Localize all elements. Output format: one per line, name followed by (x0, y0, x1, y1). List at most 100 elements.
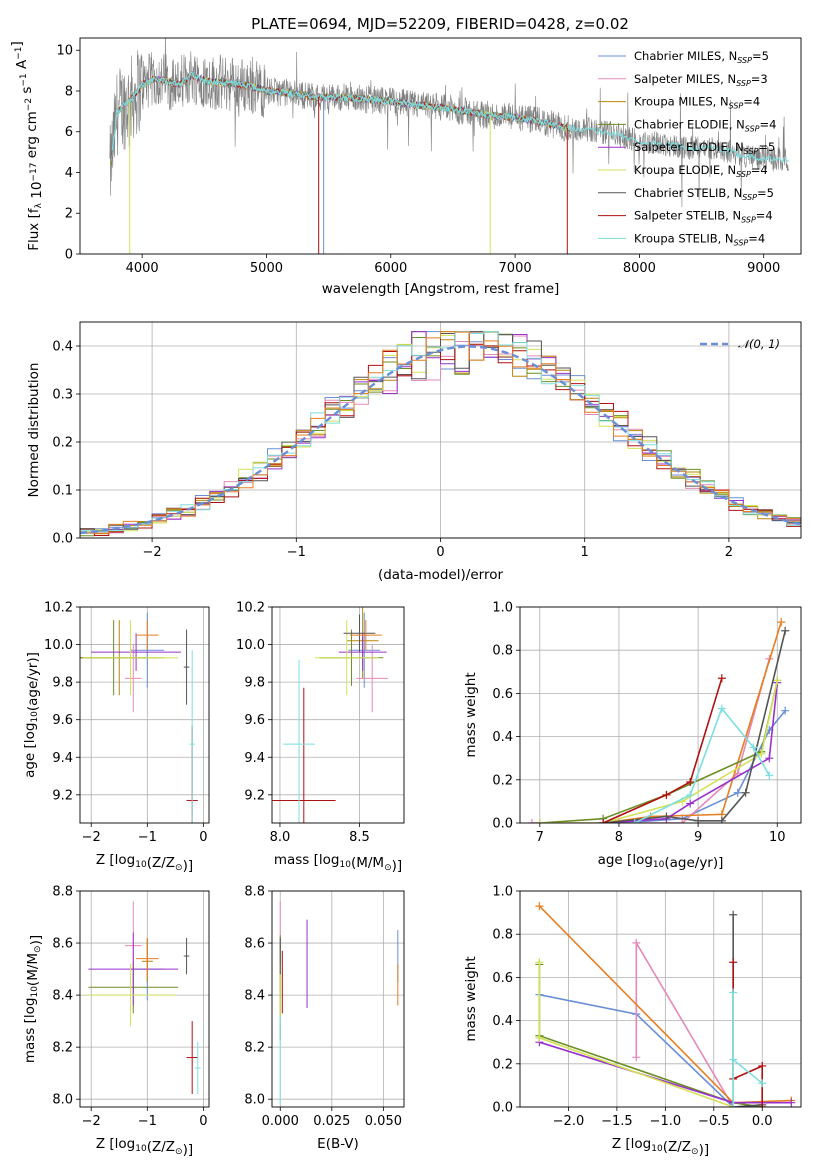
weight-marker (535, 958, 544, 967)
legend-sub: SSP (742, 193, 757, 202)
tick-label-x: −1 (138, 1114, 157, 1129)
legend-sub: SSP (745, 124, 760, 133)
tick-label-y: 0.1 (52, 484, 73, 499)
plot-layer: 4000 5000 6000 7000 8000 90000246810wavelengt… (9, 37, 802, 1158)
tick-label-y: 9.2 (244, 788, 265, 803)
weight-marker (527, 819, 536, 823)
axes-frame (79, 606, 210, 824)
legend-count: =4 (760, 117, 777, 131)
axes-frame (271, 890, 405, 1108)
data-point (283, 659, 315, 823)
weight-marker (535, 1033, 544, 1042)
tick-label-x: 1 (581, 545, 589, 560)
legend-name: Chabrier ELODIE, N (634, 117, 745, 131)
axis-label-part: Z [ (612, 1136, 631, 1152)
axis-label: Flux [fλ 10−17 erg cm−2 s−1 A−1] (9, 41, 45, 251)
legend-sub: SSP (737, 56, 752, 65)
tick-label-x: 8000 (623, 261, 656, 276)
plot-area-weight-vs-age (527, 618, 790, 823)
weight-marker (757, 749, 766, 758)
plot-area-age-vs-z (80, 612, 198, 823)
weight-series (538, 964, 763, 1107)
model-spectrum-top (111, 71, 789, 164)
weight-marker (729, 988, 738, 997)
axes-frame (271, 606, 405, 824)
tick-label-x: 0.000 (262, 1114, 299, 1129)
tick-label-x: 7 (536, 830, 544, 845)
tick-label-x: 8 (615, 830, 623, 845)
tick-label-y: 8.8 (244, 885, 265, 900)
legend-sub: SSP (741, 216, 756, 225)
weight-marker (765, 771, 774, 780)
data-point (272, 687, 336, 823)
legend-count: =4 (743, 95, 760, 109)
axes-frame (79, 37, 802, 255)
tick-label-y: 0.4 (492, 1014, 513, 1029)
tick-label-x: 5000 (250, 261, 283, 276)
legend-sub: SSP (736, 79, 751, 88)
plot-area-weight-vs-z (535, 902, 796, 1107)
axis-label-sub: ⊙ (175, 1147, 183, 1157)
axis-label-sub: 10 (30, 711, 40, 723)
weight-marker (758, 1079, 767, 1088)
tick-label-y: 0.2 (492, 1057, 513, 1072)
axis-label-part: mass [ (274, 852, 319, 868)
panel-residuals: −2 −1 0 1 2 0.0 0.1 0.2 0.3 0.4 (data-model)/error… (26, 321, 802, 583)
tick-label-x: 0 (199, 1114, 207, 1129)
axis-label-part: log (22, 723, 38, 744)
data-point (136, 937, 159, 980)
tick-label-y: 0.0 (492, 1101, 513, 1116)
panel-age-vs-mass: 8.0 8.5 9.2 9.4 9.6 9.8 10.0 10.2 mass [log10(M/… (236, 601, 405, 874)
axis-label-sub: 10 (135, 860, 147, 870)
axis-label-sub: 10 (339, 860, 351, 870)
axis-label-sub: 10 (30, 986, 40, 998)
axes-frame (79, 890, 210, 1108)
tick-label-x: −1.0 (650, 1114, 682, 1129)
axis-label-part: M (25, 953, 41, 965)
data-point (343, 614, 376, 653)
weight-marker (777, 618, 786, 627)
axis-label-sub: ⊙ (691, 1147, 699, 1157)
plot-area-mass-vs-ebv (279, 901, 399, 1105)
axis-label-part: (Z/ (663, 1139, 683, 1155)
axis-label-sub: 10 (135, 1144, 147, 1154)
tick-label-y: 8.4 (52, 989, 73, 1004)
axis-label: mass weight (463, 956, 479, 1041)
data-point (82, 620, 179, 696)
weight-marker (686, 790, 695, 799)
tick-label-y: 8.0 (52, 1093, 73, 1108)
tick-label-y: 0.8 (492, 644, 513, 659)
tick-label-y: 6 (65, 125, 73, 140)
tick-label-y: 0.4 (492, 730, 513, 745)
tick-label-y: 10.0 (44, 638, 73, 653)
axis-label-sub: λ (34, 202, 44, 208)
axis-label-part: erg cm (24, 111, 40, 162)
axis-label-part: Z (682, 1139, 691, 1155)
axis-label: mass [log10(M/M⊙)] (22, 935, 44, 1063)
weight-marker (781, 706, 790, 715)
axis-label-part: −1 (14, 47, 24, 60)
panel-mass-vs-z: −2 −1 08.08.28.48.68.8Z [log10(Z/Z⊙)]mass … (22, 885, 210, 1158)
panel-mass-vs-ebv: 0.000 0.025 0.050 8.0 8.2 8.4 8.6 8.8 E(B-V) (244, 885, 405, 1152)
weight-series (531, 658, 771, 823)
legend-sub: SSP (736, 170, 751, 179)
axis-label-part: Flux [ (26, 213, 42, 251)
tick-label-x: −0.5 (698, 1114, 730, 1129)
legend-sub: SSP (729, 102, 744, 111)
axis-label-part: Z (166, 1139, 175, 1155)
tick-label-y: 0.2 (52, 436, 73, 451)
axis-label-part: log (22, 998, 38, 1019)
tick-label-x: −1 (138, 830, 157, 845)
weight-marker (632, 938, 641, 947)
tick-label-x: 7000 (499, 261, 532, 276)
legend-count: =5 (758, 140, 775, 154)
tick-label-y: 8.8 (52, 885, 73, 900)
weight-marker (765, 754, 774, 763)
legend-count: =3 (751, 72, 768, 86)
axis-label-part: (Z/ (147, 1139, 167, 1155)
legend-entry: Kroupa MILES, NSSP=4 (634, 95, 760, 111)
axis-label-part: age [ (22, 743, 38, 778)
weight-marker (758, 1061, 767, 1070)
tick-label-y: 8.2 (52, 1041, 73, 1056)
